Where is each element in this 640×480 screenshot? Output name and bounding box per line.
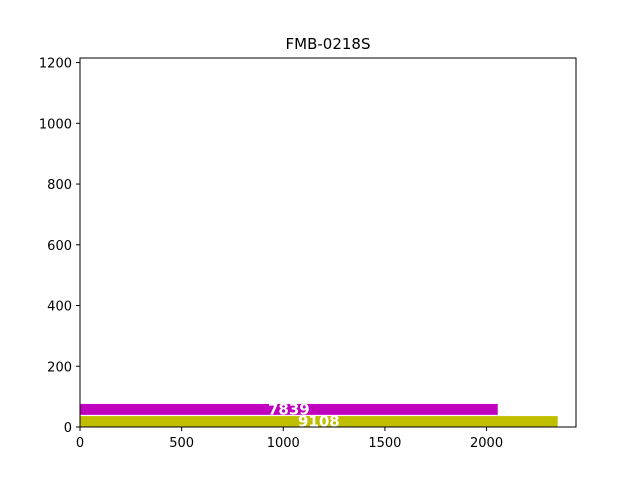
x-tick-label: 500 (169, 436, 194, 451)
bar-value-label: 9108 (298, 413, 340, 431)
y-tick-label: 1200 (39, 57, 72, 72)
bar-9108 (80, 416, 558, 427)
x-tick-label: 1000 (267, 436, 300, 451)
y-tick-label: 800 (47, 178, 72, 193)
plot-frame (79, 57, 577, 428)
bar-value-label: 7839 (268, 400, 310, 418)
x-tick-label: 0 (76, 436, 84, 451)
chart-title: FMB-0218S (286, 35, 371, 53)
bar-7839 (80, 403, 498, 415)
bars-layer (80, 403, 558, 427)
x-axis: 0 500 1000 1500 2000 (76, 427, 503, 451)
y-tick-label: 400 (47, 300, 72, 315)
x-tick-label: 2000 (470, 436, 503, 451)
y-tick-label: 0 (64, 421, 72, 436)
y-axis: 0 200 400 600 800 1000 1200 (39, 57, 80, 436)
y-tick-label: 1000 (39, 117, 72, 132)
x-tick-label: 1500 (368, 436, 401, 451)
y-tick-label: 200 (47, 360, 72, 375)
y-tick-label: 600 (47, 239, 72, 254)
